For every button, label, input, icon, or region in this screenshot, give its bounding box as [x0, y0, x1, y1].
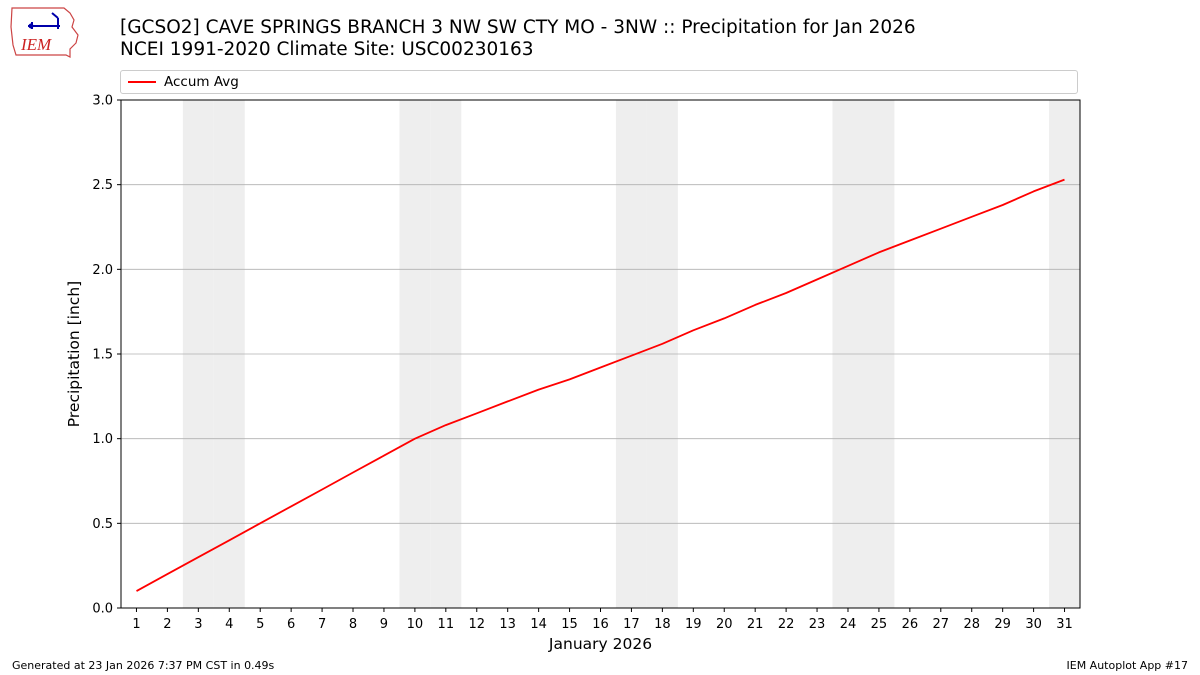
logo-text: IEM: [20, 35, 52, 54]
x-tick-label: 27: [933, 617, 950, 632]
x-tick-label: 7: [318, 617, 326, 632]
legend-swatch: [128, 81, 156, 83]
x-tick-label: 5: [256, 617, 264, 632]
iowa-outline-icon: [10, 7, 79, 58]
x-tick-label: 4: [225, 617, 233, 632]
x-tick-label: 10: [407, 617, 424, 632]
chart-title-line2: NCEI 1991-2020 Climate Site: USC00230163: [120, 39, 534, 60]
chart-title-line1: [GCSO2] CAVE SPRINGS BRANCH 3 NW SW CTY …: [120, 17, 916, 38]
x-tick-label: 14: [530, 617, 547, 632]
y-tick-label: 1.0: [92, 432, 113, 447]
footer-app: IEM Autoplot App #17: [1066, 659, 1189, 672]
x-tick-label: 20: [716, 617, 733, 632]
x-tick-label: 21: [747, 617, 764, 632]
x-tick-label: 29: [994, 617, 1011, 632]
footer-generated: Generated at 23 Jan 2026 7:37 PM CST in …: [12, 659, 275, 672]
y-tick-label: 0.0: [92, 602, 113, 617]
x-tick-label: 30: [1025, 617, 1042, 632]
y-tick-label: 3.0: [92, 94, 113, 109]
x-tick-label: 23: [809, 617, 826, 632]
x-tick-label: 8: [349, 617, 357, 632]
x-tick-label: 26: [902, 617, 919, 632]
iem-logo: IEM: [10, 7, 79, 58]
x-tick-label: 31: [1056, 617, 1073, 632]
y-tick-label: 1.5: [92, 348, 113, 363]
x-tick-label: 1: [132, 617, 140, 632]
legend-label: Accum Avg: [164, 74, 239, 90]
chart-title: [GCSO2] CAVE SPRINGS BRANCH 3 NW SW CTY …: [120, 17, 916, 61]
y-tick-label: 2.0: [92, 263, 113, 278]
x-tick-label: 11: [438, 617, 455, 632]
x-tick-label: 16: [592, 617, 609, 632]
x-tick-label: 15: [561, 617, 578, 632]
x-tick-label: 3: [194, 617, 202, 632]
y-tick-label: 2.5: [92, 178, 113, 193]
y-tick-label: 0.5: [92, 517, 113, 532]
x-tick-label: 25: [871, 617, 888, 632]
x-tick-label: 22: [778, 617, 795, 632]
x-tick-label: 18: [654, 617, 671, 632]
x-tick-label: 6: [287, 617, 295, 632]
x-axis-label: January 2026: [548, 635, 652, 653]
legend: Accum Avg: [120, 70, 1078, 94]
x-tick-label: 12: [468, 617, 485, 632]
x-tick-label: 24: [840, 617, 857, 632]
series-line-accum-avg: [136, 178, 1065, 592]
x-tick-label: 17: [623, 617, 640, 632]
x-tick-label: 28: [963, 617, 980, 632]
y-axis-label: Precipitation [inch]: [65, 281, 83, 427]
x-tick-label: 13: [499, 617, 516, 632]
x-tick-label: 2: [163, 617, 171, 632]
x-tick-label: 9: [380, 617, 388, 632]
x-tick-label: 19: [685, 617, 702, 632]
